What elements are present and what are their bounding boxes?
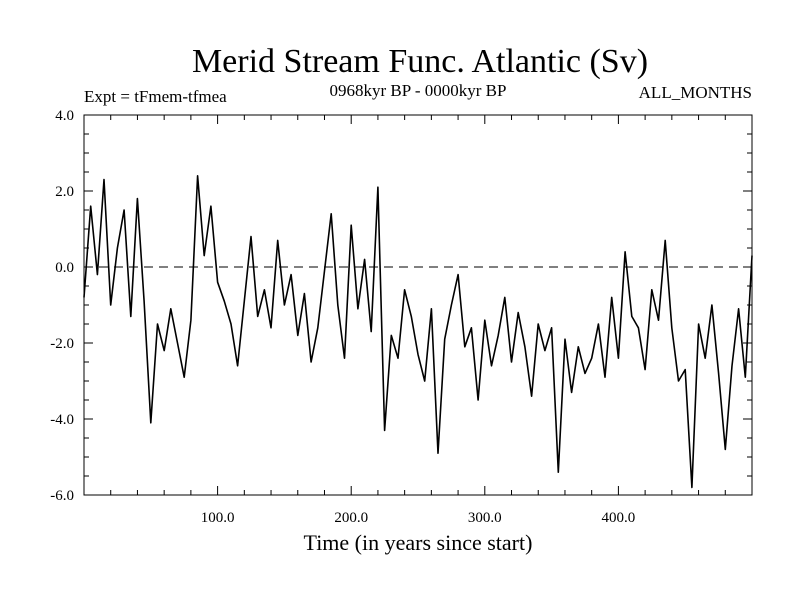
x-tick-label: 100.0: [201, 510, 235, 526]
x-tick-label: 200.0: [334, 510, 368, 526]
months-label: ALL_MONTHS: [639, 83, 752, 102]
experiment-label: Expt = tFmem-tfmea: [84, 87, 227, 106]
x-tick-label: 400.0: [602, 510, 636, 526]
series-line: [83, 175, 753, 489]
chart-title: Merid Stream Func. Atlantic (Sv): [192, 43, 648, 80]
y-tick-label: -2.0: [50, 336, 74, 352]
y-tick-label: 2.0: [55, 184, 74, 200]
y-tick-label: -4.0: [50, 412, 74, 428]
plot-frame: [83, 114, 753, 496]
x-axis-label: Time (in years since start): [304, 530, 533, 555]
y-tick-label: 4.0: [55, 108, 74, 124]
x-axis-tick-labels: 100.0 200.0 300.0 400.0: [201, 510, 636, 526]
x-tick-label: 300.0: [468, 510, 502, 526]
y-tick-label: -6.0: [50, 488, 74, 504]
y-axis-tick-labels: 4.0 2.0 0.0 -2.0 -4.0 -6.0: [50, 108, 74, 504]
axis-ticks: [84, 114, 752, 496]
time-range-label: 0968kyr BP - 0000kyr BP: [330, 81, 507, 100]
y-tick-label: 0.0: [55, 260, 74, 276]
